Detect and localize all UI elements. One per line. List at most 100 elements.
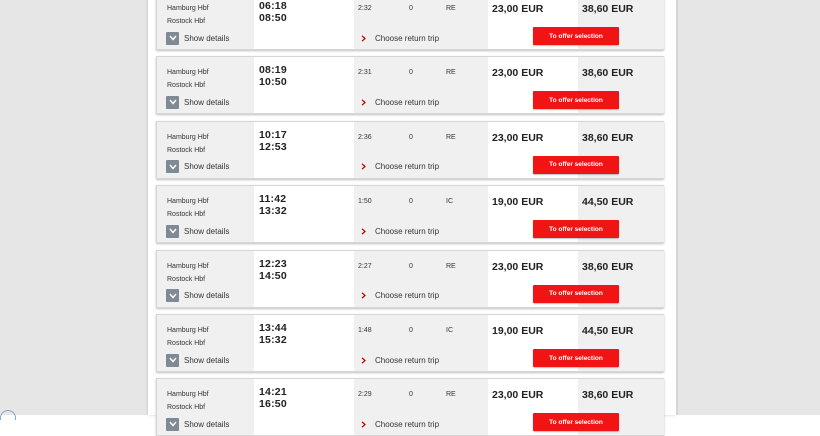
price-first-class: 38,60 EUR [582, 131, 634, 144]
offer-selection-button[interactable]: To offer selection [533, 284, 619, 303]
show-details-label[interactable]: Show details [184, 419, 230, 429]
arrival-station: Rostock Hbf [167, 18, 206, 25]
chevron-down-icon[interactable] [166, 95, 179, 109]
changes-count: 0 [409, 327, 413, 334]
corner-widget[interactable] [0, 410, 16, 420]
departure-time: 11:42 [259, 193, 287, 206]
departure-station: Hamburg Hbf [167, 391, 209, 399]
offer-selection-button[interactable]: To offer selection [533, 91, 619, 110]
changes-count: 0 [409, 262, 413, 270]
departure-station: Hamburg Hbf [167, 133, 209, 141]
price-first-class: 38,60 EUR [582, 260, 634, 273]
arrival-time: 12:53 [259, 140, 287, 153]
arrival-time: 08:50 [259, 12, 287, 24]
show-details-toggle[interactable]: Show details [166, 289, 229, 303]
chevron-down-icon[interactable] [166, 289, 179, 303]
connection-card: Hamburg Hbf Rostock Hbf 13:44 15:32 Show… [156, 314, 664, 372]
choose-return-trip-label[interactable]: Choose return trip [375, 97, 440, 107]
chevron-down-icon[interactable] [166, 160, 179, 174]
choose-return-trip-link[interactable]: Choose return trip [361, 417, 439, 431]
departure-station: Hamburg Hbf [167, 198, 209, 206]
show-details-toggle[interactable]: Show details [166, 160, 229, 174]
chevron-right-icon [361, 163, 369, 170]
show-details-label[interactable]: Show details [184, 355, 230, 365]
price-flex: 23,00 EUR [492, 67, 544, 80]
price-first-class: 38,60 EUR [582, 67, 634, 80]
departure-station: Hamburg Hbf [167, 5, 209, 12]
show-details-label[interactable]: Show details [184, 226, 230, 236]
offer-selection-button[interactable]: To offer selection [533, 27, 619, 45]
departure-station: Hamburg Hbf [167, 69, 209, 77]
choose-return-trip-link[interactable]: Choose return trip [361, 224, 439, 238]
arrival-station: Rostock Hbf [167, 82, 206, 90]
price-flex: 23,00 EUR [492, 3, 544, 15]
show-details-toggle[interactable]: Show details [166, 224, 229, 238]
product-type: RE [446, 69, 456, 77]
show-details-toggle[interactable]: Show details [166, 353, 229, 367]
connection-card: Hamburg Hbf Rostock Hbf 12:23 14:50 Show… [156, 249, 664, 308]
changes-count: 0 [409, 198, 413, 206]
show-details-toggle[interactable]: Show details [166, 417, 229, 431]
changes-count: 0 [409, 133, 413, 141]
price-flex: 19,00 EUR [492, 196, 544, 209]
chevron-down-icon[interactable] [166, 224, 179, 238]
duration: 1:48 [358, 327, 372, 334]
show-details-toggle[interactable]: Show details [166, 31, 229, 45]
product-type: IC [446, 327, 453, 334]
choose-return-trip-label[interactable]: Choose return trip [375, 33, 440, 43]
info-cell [354, 57, 488, 114]
choose-return-trip-link[interactable]: Choose return trip [361, 31, 439, 45]
info-cell [354, 186, 488, 243]
departure-station: Hamburg Hbf [167, 327, 209, 334]
changes-count: 0 [409, 391, 413, 399]
chevron-down-icon[interactable] [166, 31, 179, 45]
connection-card: Hamburg Hbf Rostock Hbf 10:17 12:53 Show… [156, 120, 664, 179]
chevron-right-icon [361, 421, 369, 428]
choose-return-trip-label[interactable]: Choose return trip [375, 162, 440, 172]
choose-return-trip-link[interactable]: Choose return trip [361, 289, 439, 303]
chevron-down-icon[interactable] [166, 353, 179, 367]
arrival-time: 15:32 [259, 334, 287, 346]
info-cell [354, 315, 488, 371]
arrival-station: Rostock Hbf [167, 340, 206, 347]
product-type: IC [446, 198, 453, 206]
arrival-time: 10:50 [259, 76, 287, 89]
offer-selection-button[interactable]: To offer selection [533, 220, 619, 239]
info-cell [354, 250, 488, 307]
changes-count: 0 [409, 5, 413, 12]
price-first-class: 44,50 EUR [582, 325, 634, 337]
connection-card: Hamburg Hbf Rostock Hbf 11:42 13:32 Show… [156, 185, 664, 244]
choose-return-trip-link[interactable]: Choose return trip [361, 160, 439, 174]
show-details-label[interactable]: Show details [184, 97, 230, 107]
arrival-station: Rostock Hbf [167, 404, 206, 412]
departure-time: 13:44 [259, 322, 287, 334]
choose-return-trip-label[interactable]: Choose return trip [375, 355, 440, 365]
chevron-right-icon [361, 99, 369, 106]
choose-return-trip-label[interactable]: Choose return trip [375, 226, 440, 236]
choose-return-trip-label[interactable]: Choose return trip [375, 291, 440, 301]
departure-time: 10:17 [259, 128, 287, 141]
show-details-toggle[interactable]: Show details [166, 95, 229, 109]
duration: 2:27 [358, 262, 372, 270]
offer-selection-button[interactable]: To offer selection [533, 155, 619, 174]
departure-time: 06:18 [259, 0, 287, 12]
show-details-label[interactable]: Show details [184, 291, 230, 301]
choose-return-trip-label[interactable]: Choose return trip [375, 419, 440, 429]
departure-station: Hamburg Hbf [167, 262, 209, 270]
price-flex: 23,00 EUR [492, 260, 544, 273]
connection-card: Hamburg Hbf Rostock Hbf 14:21 16:50 Show… [156, 378, 664, 436]
arrival-time: 14:50 [259, 269, 287, 282]
show-details-label[interactable]: Show details [184, 162, 230, 172]
offer-selection-button[interactable]: To offer selection [533, 349, 619, 367]
product-type: RE [446, 391, 456, 399]
choose-return-trip-link[interactable]: Choose return trip [361, 353, 439, 367]
price-flex: 23,00 EUR [492, 131, 544, 144]
offer-selection-button[interactable]: To offer selection [533, 413, 619, 432]
arrival-station: Rostock Hbf [167, 211, 206, 219]
choose-return-trip-link[interactable]: Choose return trip [361, 95, 439, 109]
show-details-label[interactable]: Show details [184, 33, 230, 43]
connection-card: Hamburg Hbf Rostock Hbf 06:18 08:50 Show… [156, 0, 664, 50]
chevron-down-icon[interactable] [166, 417, 179, 431]
duration: 2:31 [358, 69, 372, 77]
connection-card: Hamburg Hbf Rostock Hbf 08:19 10:50 Show… [156, 56, 664, 115]
